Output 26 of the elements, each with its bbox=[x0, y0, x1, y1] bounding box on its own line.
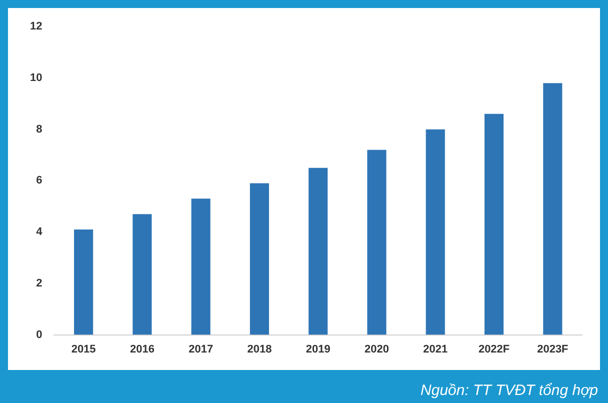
x-tick-label: 2020 bbox=[364, 343, 389, 356]
x-tick-label: 2015 bbox=[71, 343, 96, 356]
x-tick-label: 2023F bbox=[537, 343, 569, 356]
x-tick-label: 2018 bbox=[247, 343, 272, 356]
bar bbox=[74, 230, 94, 335]
bar bbox=[191, 198, 210, 335]
y-tick-label: 8 bbox=[36, 123, 42, 136]
x-tick-label: 2021 bbox=[423, 343, 448, 356]
x-tick-label: 2016 bbox=[130, 343, 154, 356]
y-tick-label: 10 bbox=[30, 72, 42, 84]
bar bbox=[250, 183, 270, 335]
y-tick-label: 2 bbox=[36, 277, 42, 290]
bar bbox=[308, 168, 328, 335]
x-tick-label: 2022F bbox=[478, 343, 510, 356]
y-tick-label: 6 bbox=[36, 174, 42, 187]
y-tick-label: 4 bbox=[36, 226, 44, 238]
bar bbox=[484, 114, 504, 335]
bar bbox=[132, 214, 152, 335]
bar bbox=[543, 83, 562, 335]
bar bbox=[426, 129, 445, 335]
x-tick-label: 2017 bbox=[188, 343, 214, 356]
text: Nguồn: TT TVĐT tổng hợp bbox=[420, 382, 598, 399]
y-tick-label: 12 bbox=[30, 20, 42, 33]
x-tick-label: 2019 bbox=[306, 343, 330, 356]
bar bbox=[367, 150, 386, 335]
y-tick-label: 0 bbox=[36, 328, 42, 341]
